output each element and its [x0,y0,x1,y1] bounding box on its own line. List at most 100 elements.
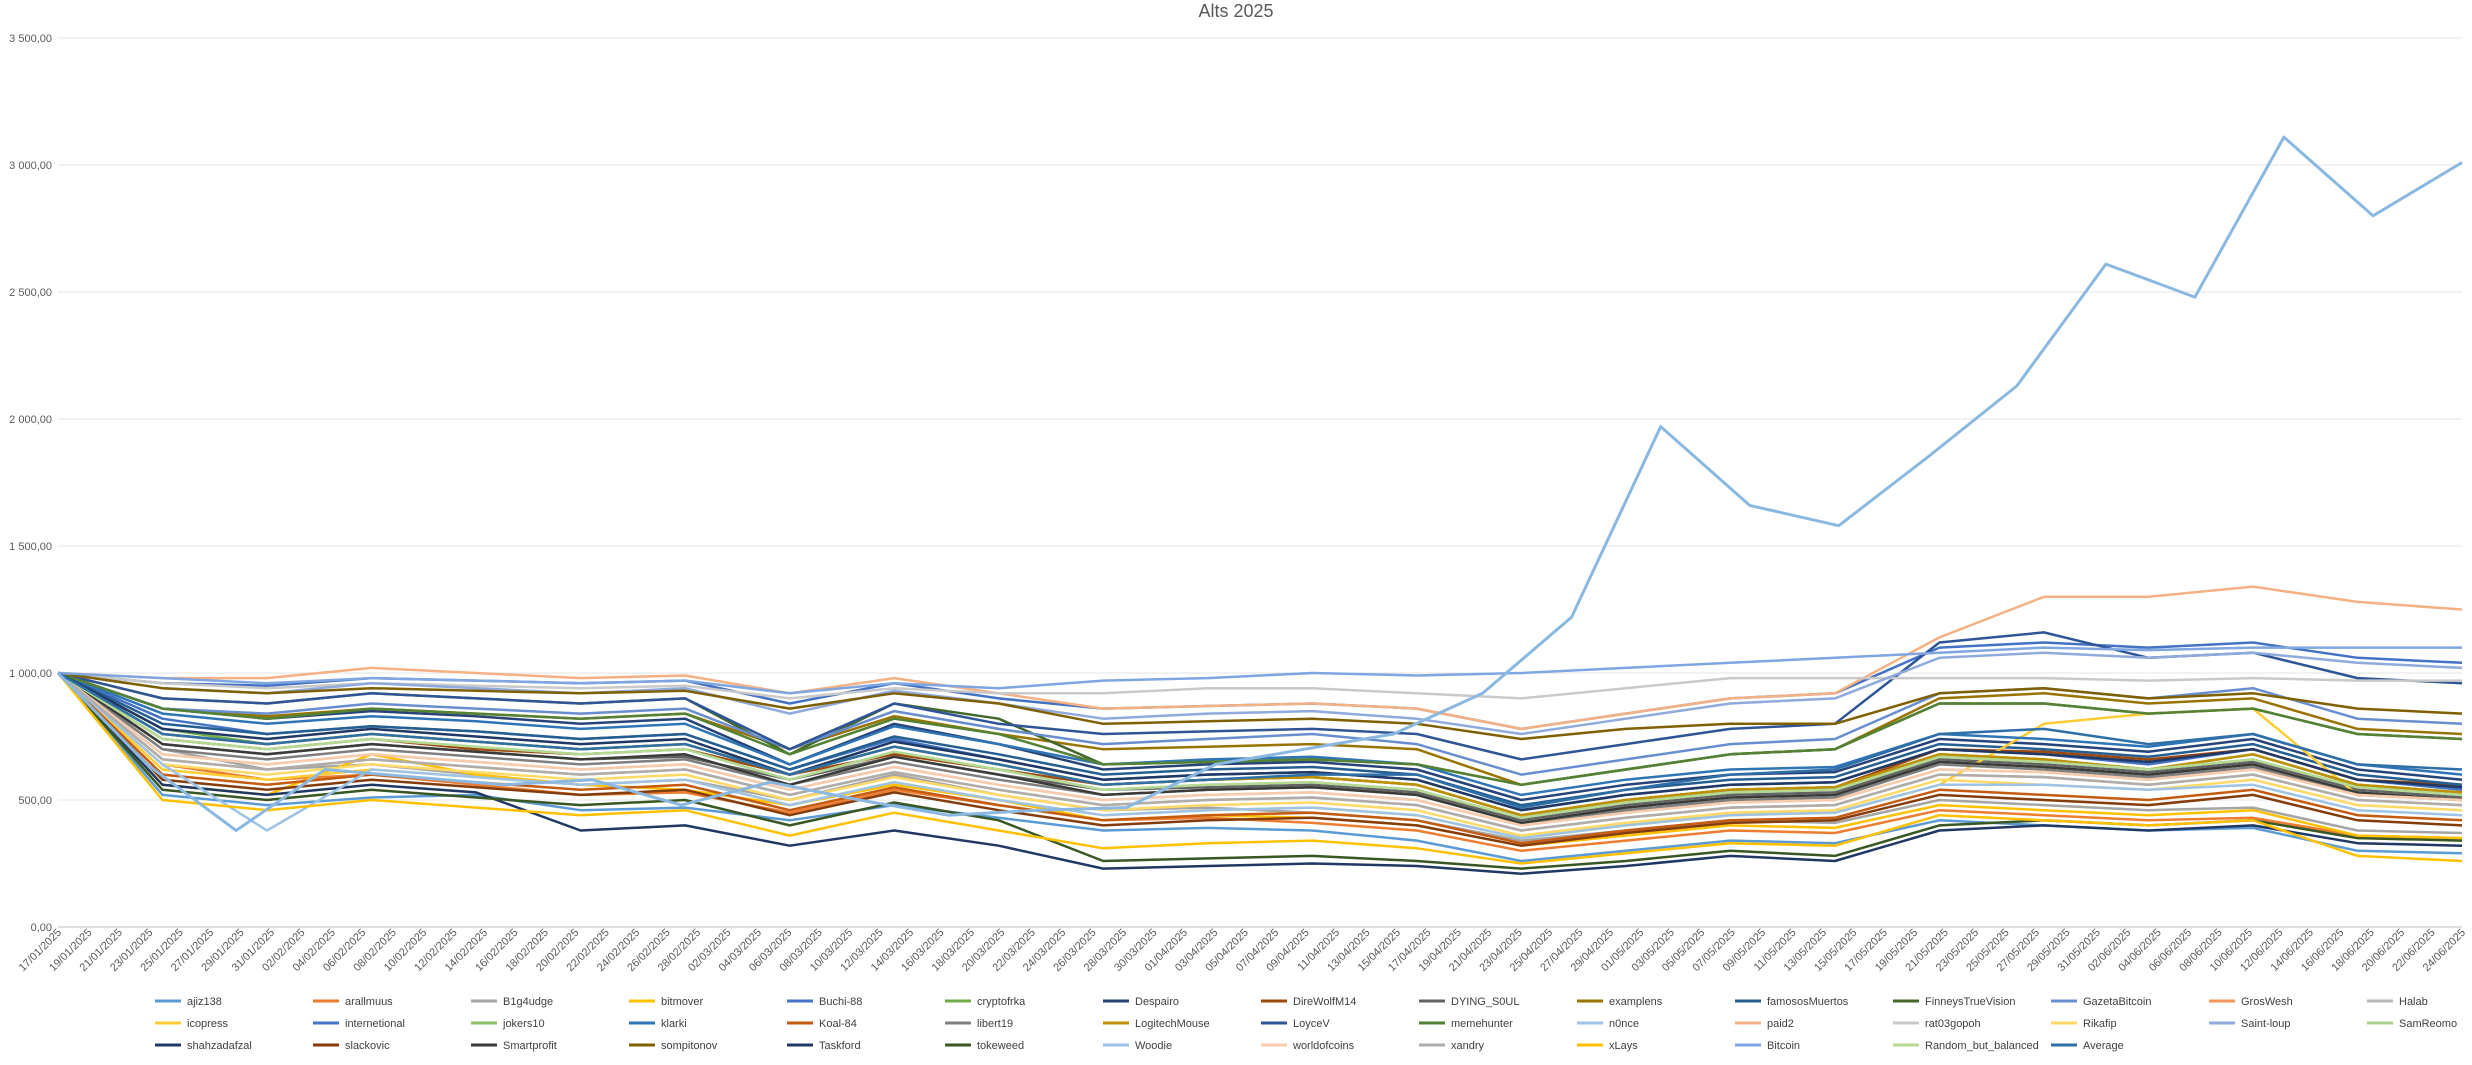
legend-label: internetional [345,1018,405,1030]
y-tick-label: 2 500,00 [9,287,52,299]
y-tick-label: 1 000,00 [9,668,52,680]
legend-item: Buchi-88 [787,996,862,1008]
legend-item: cryptofrka [945,996,1026,1008]
legend-item: LoyceV [1261,1018,1330,1030]
y-tick-label: 3 500,00 [9,33,52,45]
legend-item: Koal-84 [787,1018,857,1030]
series-line-xLays [57,672,2463,865]
legend-item: GazetaBitcoin [2051,996,2151,1008]
legend-label: Average [2083,1040,2124,1052]
legend-item: shahzadafzal [155,1040,252,1052]
y-tick-label: 3 000,00 [9,160,52,172]
legend-label: Smartprofit [503,1040,557,1052]
legend-item: DYING_S0UL [1419,996,1519,1008]
legend-item: FinneysTrueVision [1893,996,2016,1008]
legend-item: examplens [1577,996,1663,1008]
legend-item: Saint-loup [2209,1018,2291,1030]
legend-label: libert19 [977,1018,1013,1030]
legend-label: LoyceV [1293,1018,1330,1030]
legend-item: DireWolfM14 [1261,996,1356,1008]
legend-item: Bitcoin [1735,1040,1800,1052]
legend-label: klarki [661,1018,687,1030]
legend-item: jokers10 [471,1018,545,1030]
legend-label: cryptofrka [977,996,1026,1008]
legend-item: B1g4udge [471,996,553,1008]
y-tick-label: 500,00 [18,795,52,807]
series-line-Bitcoin [57,646,2462,695]
legend-item: tokeweed [945,1040,1024,1052]
legend-label: examplens [1609,996,1663,1008]
legend-item: famososMuertos [1735,996,1849,1008]
legend-item: Rikafip [2051,1018,2117,1030]
series-line-arallmuus [57,672,2463,853]
legend-label: Taskford [819,1040,861,1052]
series-line-Saint-loup [57,651,2463,736]
legend-label: SamReomo [2399,1018,2457,1030]
legend-item: memehunter [1419,1018,1513,1030]
series-line-rat03gopoh [57,671,2462,700]
chart-title: Alts 2025 [1198,1,1273,21]
series-line-xandry [57,672,2463,832]
legend-label: Koal-84 [819,1018,857,1030]
legend-label: GrosWesh [2241,996,2293,1008]
legend-label: icopress [187,1018,228,1030]
y-axis-ticks: 0,00 500,00 1 000,00 1 500,00 2 000,00 2 500,… [9,33,52,934]
series-line-paid2 [57,585,2463,731]
legend-item: Average [2051,1040,2124,1052]
series-line-Average [57,671,2463,809]
legend-label: GazetaBitcoin [2083,996,2151,1008]
series-line-memehunter [57,671,2463,787]
legend-item: GrosWesh [2209,996,2293,1008]
series-line-LoyceV [57,631,2463,761]
legend-item: sompitonov [629,1040,718,1052]
legend-label: shahzadafzal [187,1040,252,1052]
series-line-Taskford [57,672,2463,875]
legend-label: arallmuus [345,996,393,1008]
series-line-Smartprofit [57,671,2463,825]
legend-label: bitmover [661,996,704,1008]
series-line-shahzadafzal [57,671,2463,812]
series-line-Woodie-peak [56,135,2463,832]
y-tick-label: 2 000,00 [9,414,52,426]
legend-item: arallmuus [313,996,393,1008]
legend-item: icopress [155,1018,228,1030]
legend-item: libert19 [945,1018,1013,1030]
series-line-Despairo [57,671,2463,802]
legend-item: klarki [629,1018,687,1030]
legend-label: famososMuertos [1767,996,1849,1008]
legend-item: rat03gopoh [1893,1018,1981,1030]
legend-item: worldofcoins [1261,1040,1355,1052]
legend-label: xandry [1451,1040,1485,1052]
series-line-Woodie [57,672,2463,840]
legend-label: Halab [2399,996,2428,1008]
series-line-worldofcoins [57,672,2463,827]
legend-label: FinneysTrueVision [1925,996,2016,1008]
series-line-famososMuertos [57,671,2463,807]
legend-item: Smartprofit [471,1040,557,1052]
legend-label: worldofcoins [1292,1040,1355,1052]
legend-label: rat03gopoh [1925,1018,1981,1030]
y-tick-label: 0,00 [31,922,52,934]
legend-label: Buchi-88 [819,996,862,1008]
legend-label: n0nce [1609,1018,1639,1030]
legend-label: paid2 [1767,1018,1794,1030]
legend-label: Bitcoin [1767,1040,1800,1052]
legend-label: tokeweed [977,1040,1024,1052]
legend-item: xandry [1419,1040,1485,1052]
legend-label: DYING_S0UL [1451,996,1519,1008]
legend-label: Random_but_balanced [1925,1040,2039,1052]
legend-label: Woodie [1135,1040,1172,1052]
legend-label: Rikafip [2083,1018,2117,1030]
legend-item: xLays [1577,1040,1638,1052]
legend-item: Woodie [1103,1040,1172,1052]
legend-item: paid2 [1735,1018,1794,1030]
legend-item: internetional [313,1018,405,1030]
series-line-Random_but_balanced [57,671,2463,820]
legend-label: sompitonov [661,1040,718,1052]
x-axis-ticks: 17/01/202519/01/202521/01/202523/01/2025… [17,927,2468,974]
legend: ajiz138 arallmuus B1g4udge bitmover Buchi-88… [155,996,2457,1052]
legend-item: LogitechMouse [1103,1018,1210,1030]
series-line-slackovic [57,672,2463,847]
legend-item: Random_but_balanced [1893,1040,2039,1052]
